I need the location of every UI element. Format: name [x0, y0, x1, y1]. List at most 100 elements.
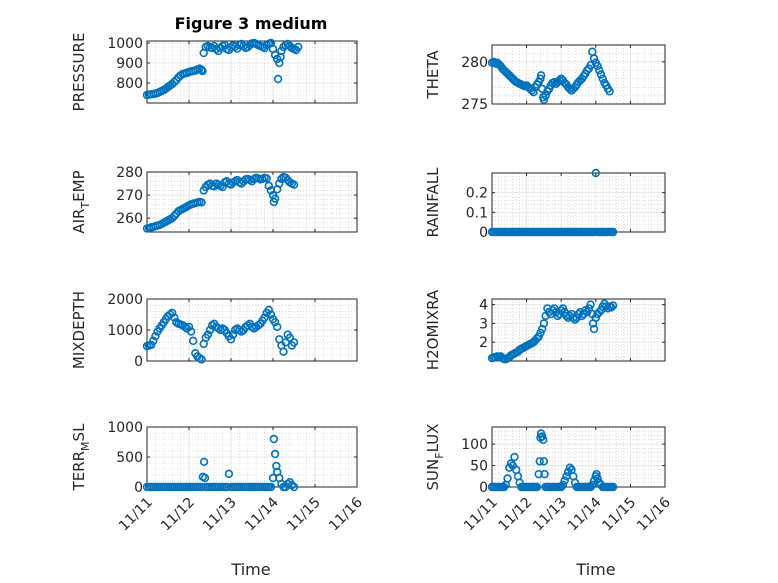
y-tick-label: 1000	[107, 36, 143, 52]
x-tick-label: 11/11	[461, 495, 501, 535]
data-point	[197, 198, 206, 207]
subplot-4: 0 0.1 0.2 RAINFALL	[424, 167, 666, 241]
data-point	[224, 469, 234, 478]
y-tick-label: 0.2	[466, 186, 488, 202]
data-point	[281, 173, 290, 182]
data-point	[586, 482, 595, 492]
data-point	[151, 332, 160, 341]
data-point	[550, 77, 559, 87]
data-point	[589, 324, 599, 334]
x-tick-label: 11/13	[530, 495, 570, 535]
data-point	[198, 66, 207, 76]
data-point	[598, 74, 607, 83]
y-tick-label: 3	[479, 316, 488, 332]
data-point	[539, 435, 548, 445]
data-point	[289, 338, 299, 347]
data-point	[289, 482, 299, 492]
subplot-6: 2 3 4 H2OMIXRA	[424, 289, 666, 370]
data-point	[147, 340, 156, 350]
plot-area	[491, 172, 666, 233]
data-point	[200, 473, 210, 483]
data-point	[269, 434, 279, 444]
x-tick-label: 11/11	[116, 495, 156, 535]
data-point	[270, 194, 280, 203]
y-axis-label: THETA	[424, 50, 442, 100]
data-point	[264, 181, 273, 191]
data-point	[608, 482, 618, 492]
x-tick-label: 11/16	[326, 494, 366, 534]
data-point	[184, 322, 194, 332]
data-point	[536, 74, 545, 83]
grid-lines	[491, 299, 666, 362]
figure-title: Figure 3 medium	[175, 14, 328, 33]
data-point	[540, 469, 549, 479]
data-point	[607, 303, 616, 312]
x-axis-label-left: Time	[230, 560, 270, 579]
subplot-5: 0 1000 2000 MIXDEPTH	[70, 291, 358, 370]
data-point	[589, 54, 599, 63]
y-tick-label: 100	[461, 437, 488, 453]
x-tick-label: 11/16	[634, 494, 674, 534]
data-point	[596, 70, 606, 79]
subplot-3: 260 270 280 AIRTEMP	[70, 165, 358, 234]
y-axis-label: TERRMSL	[70, 423, 92, 492]
data-point	[237, 179, 246, 188]
data-point	[273, 322, 282, 332]
x-tick-label: 11/12	[158, 495, 198, 535]
y-tick-label: 50	[470, 459, 488, 475]
y-tick-label: 0.1	[466, 205, 488, 221]
subplot-1: 800 900 1000 PRESSURE	[70, 33, 358, 112]
data-point	[262, 174, 271, 183]
data-point	[287, 481, 297, 490]
y-tick-label: 4	[479, 298, 488, 314]
data-point	[228, 330, 238, 339]
data-point	[536, 71, 546, 80]
data-point	[499, 482, 509, 492]
data-point	[539, 319, 549, 328]
data-point	[218, 182, 227, 192]
data-point	[586, 300, 595, 309]
y-tick-label: 275	[461, 97, 488, 113]
data-point	[608, 301, 618, 310]
subplot-7: 0 500 1000 11/11 11/12 11/13 11/14 11/15 11/16 TE…	[70, 420, 366, 534]
y-axis-label: SUNFLUX	[424, 424, 446, 491]
series-markers	[142, 172, 299, 233]
data-point	[285, 333, 294, 342]
data-point	[279, 347, 288, 356]
data-point	[273, 74, 283, 84]
data-point	[506, 459, 516, 468]
x-axis-label-right: Time	[575, 560, 615, 579]
y-axis-label: MIXDEPTH	[70, 291, 88, 369]
series-markers	[487, 168, 618, 237]
data-point	[532, 482, 542, 492]
data-point	[270, 449, 280, 459]
data-point	[539, 95, 549, 104]
y-tick-label: 0	[134, 354, 143, 370]
data-point	[534, 469, 543, 479]
data-point	[535, 457, 544, 466]
y-axis-label: PRESSURE	[70, 33, 88, 112]
y-tick-label: 0	[479, 225, 488, 241]
series-markers	[142, 38, 303, 100]
y-tick-label: 0	[479, 480, 488, 496]
data-point	[270, 318, 280, 327]
data-point	[289, 180, 299, 189]
series-markers	[487, 429, 618, 492]
data-point	[203, 330, 213, 339]
data-point	[560, 476, 569, 485]
data-point	[277, 46, 286, 56]
data-point	[593, 474, 602, 483]
data-point	[539, 457, 549, 466]
data-point	[608, 227, 618, 237]
data-point	[556, 482, 566, 492]
y-axis-label: H2OMIXRA	[424, 289, 442, 370]
x-tick-label: 11/12	[496, 495, 536, 535]
data-point	[264, 305, 273, 315]
x-tick-label: 11/14	[565, 494, 605, 534]
plot-area	[491, 44, 666, 105]
data-point	[565, 463, 575, 472]
y-tick-label: 260	[116, 211, 143, 227]
subplot-2: 275 280 THETA	[424, 44, 666, 113]
